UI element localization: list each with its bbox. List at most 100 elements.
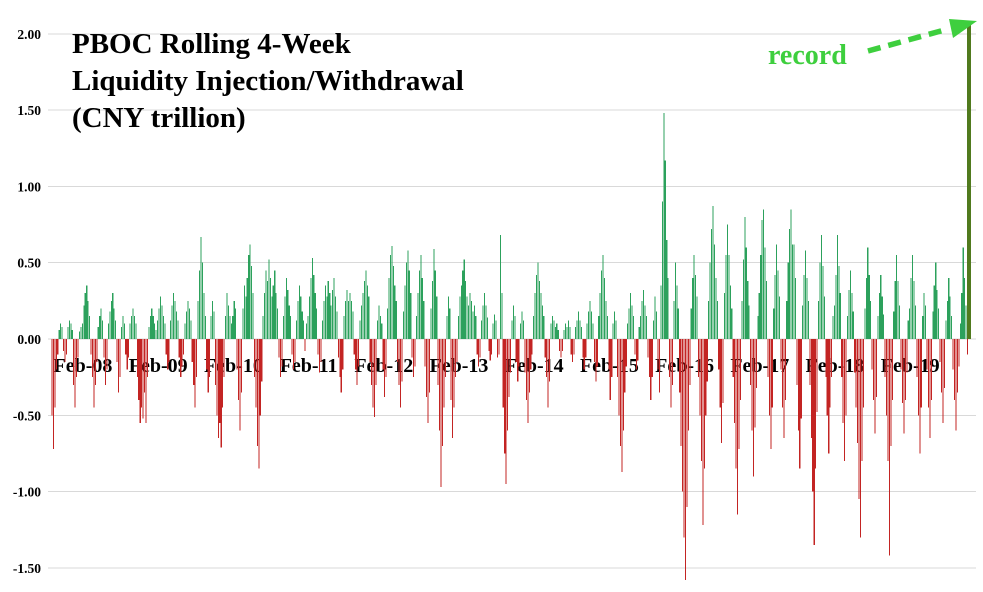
- bar: [77, 339, 79, 358]
- bar: [433, 248, 435, 339]
- bar: [816, 339, 818, 413]
- bar: [776, 244, 778, 339]
- bar: [524, 339, 526, 373]
- bar: [146, 339, 149, 378]
- bar: [223, 339, 225, 378]
- bar: [437, 339, 439, 385]
- bar: [651, 339, 653, 378]
- bar: [728, 255, 730, 339]
- bar: [823, 296, 825, 339]
- bar: [329, 293, 331, 339]
- bar: [580, 326, 582, 339]
- bar: [757, 316, 759, 339]
- bar: [778, 296, 781, 339]
- bar: [920, 339, 922, 408]
- bar: [588, 311, 590, 339]
- bar: [87, 300, 89, 339]
- bar: [198, 270, 201, 339]
- bar: [841, 339, 843, 378]
- bar: [777, 270, 779, 339]
- bar: [355, 339, 357, 370]
- bar: [488, 339, 490, 352]
- bar: [635, 339, 637, 370]
- bar: [518, 339, 520, 367]
- bar: [862, 339, 864, 408]
- bar: [372, 339, 374, 408]
- bar: [508, 339, 510, 397]
- bar: [97, 326, 99, 339]
- bar: [631, 305, 633, 339]
- bar: [61, 326, 63, 339]
- bar: [703, 339, 705, 469]
- bar: [193, 339, 195, 385]
- bar: [825, 339, 827, 378]
- bar: [923, 293, 925, 339]
- bar: [462, 270, 464, 339]
- x-axis-label: Feb-08: [54, 355, 113, 377]
- bar: [219, 339, 221, 423]
- bar: [832, 316, 834, 339]
- bar: [168, 339, 170, 362]
- y-axis-label: -1.00: [13, 485, 41, 500]
- bar: [324, 285, 326, 339]
- bar: [699, 339, 701, 416]
- bar: [789, 229, 791, 339]
- bar: [408, 270, 410, 339]
- bar: [793, 244, 795, 339]
- bar: [586, 323, 588, 339]
- bar: [314, 293, 316, 339]
- bar: [854, 339, 856, 373]
- bar: [751, 339, 753, 431]
- bar: [903, 339, 905, 434]
- bar: [96, 339, 98, 362]
- bar: [682, 339, 684, 492]
- bar: [316, 308, 318, 339]
- bar: [135, 323, 137, 339]
- bar: [538, 281, 540, 339]
- bar: [521, 311, 523, 339]
- bar: [656, 311, 658, 339]
- bar: [266, 281, 269, 339]
- bar: [277, 308, 279, 339]
- bar: [384, 339, 386, 397]
- bar: [619, 339, 621, 446]
- bar: [683, 339, 685, 538]
- bar: [894, 281, 896, 339]
- bar: [661, 201, 663, 339]
- bar: [888, 339, 890, 556]
- bar: [128, 339, 130, 358]
- bar: [676, 285, 678, 339]
- bar: [943, 339, 945, 388]
- bar: [288, 305, 290, 339]
- bar: [622, 339, 624, 431]
- bar: [230, 323, 232, 339]
- bar: [554, 326, 556, 339]
- bar: [815, 339, 817, 469]
- bar: [663, 113, 665, 339]
- bar: [100, 308, 102, 339]
- bar: [245, 296, 247, 339]
- bar: [560, 339, 562, 358]
- bar: [605, 300, 607, 339]
- bar: [496, 339, 499, 358]
- bar: [502, 339, 504, 408]
- bar: [151, 308, 153, 339]
- bar: [172, 293, 175, 339]
- bar: [603, 277, 606, 339]
- bar: [559, 339, 561, 352]
- bar: [650, 339, 652, 401]
- bar: [572, 339, 574, 362]
- bar: [638, 326, 640, 339]
- bar: [353, 339, 355, 355]
- bar: [570, 339, 572, 355]
- chart-title-line-3: (CNY trillion): [72, 102, 246, 134]
- bar: [211, 300, 214, 339]
- bar: [671, 339, 674, 385]
- bar: [395, 300, 397, 339]
- bar: [845, 339, 847, 416]
- x-axis-label: Feb-18: [806, 355, 865, 377]
- bar: [285, 277, 287, 339]
- bar: [392, 265, 394, 339]
- bar: [207, 339, 209, 393]
- bar: [828, 339, 830, 454]
